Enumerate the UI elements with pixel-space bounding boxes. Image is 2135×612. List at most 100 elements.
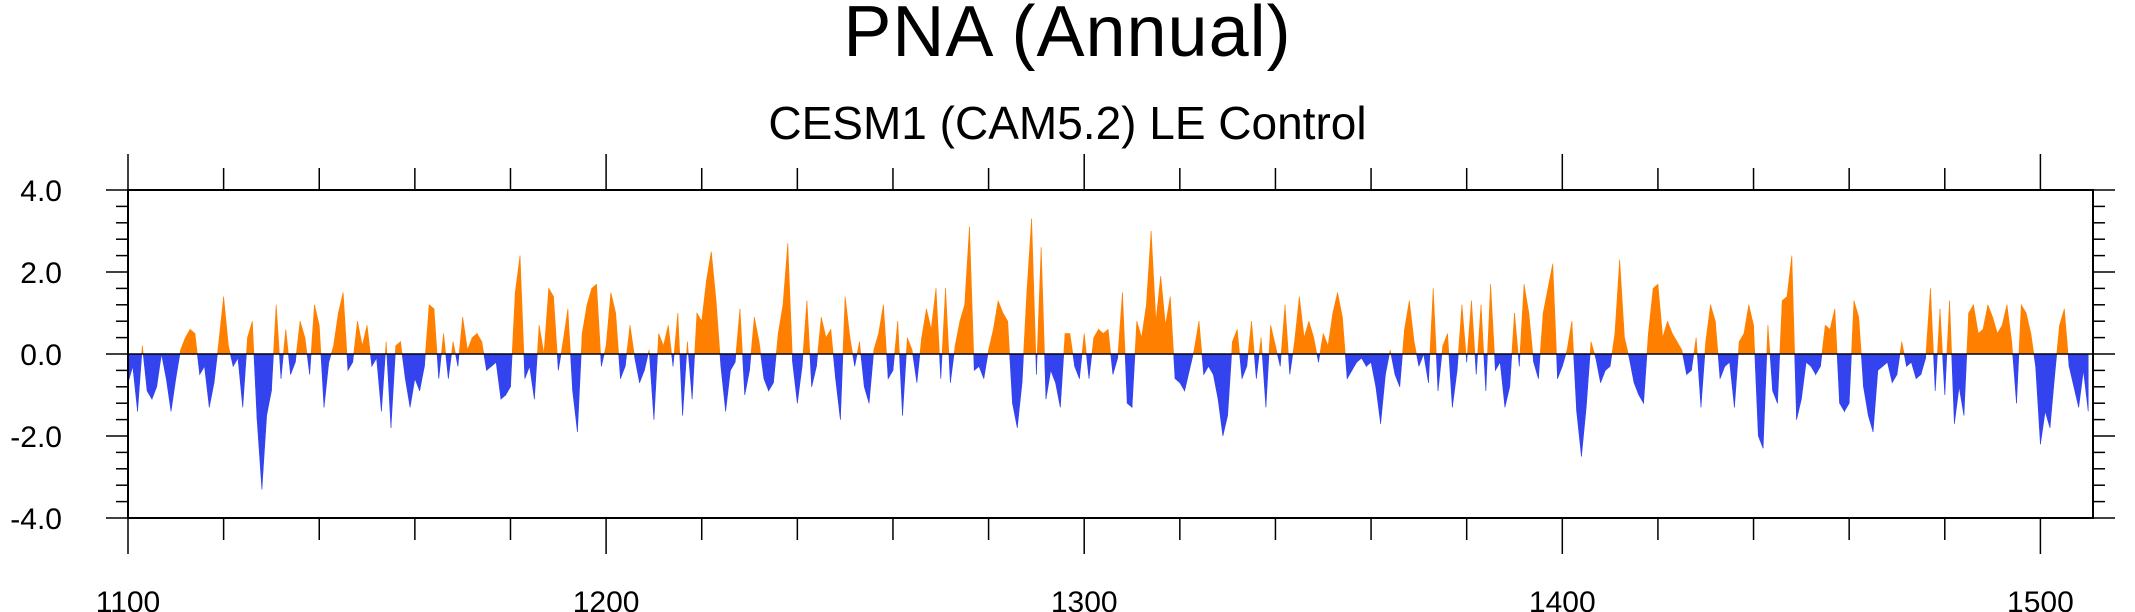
negative-area-segment <box>165 353 172 412</box>
positive-area-segment <box>1590 341 1595 355</box>
positive-area-segment <box>806 300 811 355</box>
negative-area-segment <box>1717 353 1721 379</box>
positive-area-segment <box>1528 312 1534 355</box>
negative-area-segment <box>1963 353 1968 416</box>
positive-area-segment <box>1997 324 2003 355</box>
negative-area-segment <box>601 353 605 367</box>
positive-area-segment <box>1251 321 1255 355</box>
negative-area-segment <box>1418 353 1425 367</box>
negative-area-segment <box>1700 353 1706 408</box>
positive-area-segment <box>615 312 619 355</box>
negative-area-segment <box>2049 353 2056 428</box>
positive-area-segment <box>1652 283 1659 355</box>
negative-area-segment <box>534 353 538 400</box>
negative-area-segment <box>352 353 354 363</box>
negative-area-segment <box>1877 353 1883 372</box>
positive-area-segment <box>856 341 860 355</box>
negative-area-segment <box>792 353 798 404</box>
negative-area-segment <box>1016 353 1023 428</box>
positive-area-segment <box>433 308 438 355</box>
positive-area-segment <box>1232 329 1238 355</box>
positive-area-segment <box>1083 333 1087 355</box>
negative-area-segment <box>1848 353 1852 404</box>
negative-area-segment <box>950 353 955 383</box>
positive-area-segment <box>586 288 593 355</box>
negative-area-segment <box>978 353 985 379</box>
positive-area-segment <box>754 317 760 355</box>
negative-area-segment <box>634 353 640 383</box>
negative-area-segment <box>1860 353 1864 387</box>
positive-area-segment <box>1122 292 1126 355</box>
negative-area-segment <box>1074 353 1080 379</box>
negative-area-segment <box>653 353 658 420</box>
negative-area-segment <box>280 353 284 379</box>
negative-area-segment <box>1265 353 1270 408</box>
positive-area-segment <box>2059 308 2065 355</box>
positive-area-segment <box>1781 295 1788 355</box>
negative-area-segment <box>1416 353 1420 367</box>
positive-area-segment <box>443 333 447 355</box>
positive-area-segment <box>1973 304 1979 355</box>
positive-area-segment <box>921 308 927 355</box>
negative-area-segment <box>1131 353 1136 408</box>
negative-area-segment <box>1279 353 1282 367</box>
negative-area-segment <box>940 353 943 379</box>
negative-area-segment <box>1954 353 1960 424</box>
negative-area-segment <box>916 353 921 383</box>
positive-area-segment <box>964 226 970 355</box>
positive-area-segment <box>696 311 703 355</box>
negative-area-segment <box>1605 353 1611 372</box>
negative-area-segment <box>414 353 420 392</box>
positive-area-segment <box>830 329 834 355</box>
positive-area-segment <box>1026 218 1032 355</box>
negative-area-segment <box>1466 353 1468 363</box>
negative-area-segment <box>1934 353 1938 391</box>
positive-area-segment <box>548 287 554 355</box>
negative-area-segment <box>1686 353 1692 376</box>
positive-area-segment <box>1322 333 1329 355</box>
positive-area-segment <box>1064 333 1071 355</box>
positive-area-segment <box>1155 276 1161 355</box>
positive-area-segment <box>610 292 616 355</box>
negative-area-segment <box>1724 353 1730 367</box>
negative-area-segment <box>763 353 769 392</box>
positive-area-segment <box>969 226 975 355</box>
negative-area-segment <box>1769 353 1773 391</box>
positive-area-segment <box>997 300 1004 355</box>
tick-label-layer: 4.0 2.0 0.0 -2.0 -4.0 1100 1200 1300 1400 1500 <box>10 175 2073 612</box>
negative-area-segment <box>161 353 167 379</box>
positive-area-segment <box>596 284 601 355</box>
negative-area-segment <box>725 353 731 412</box>
positive-area-segment <box>1829 308 1836 355</box>
positive-area-segment <box>930 288 937 355</box>
negative-area-segment <box>1437 353 1443 391</box>
positive-area-segment <box>802 300 808 355</box>
positive-area-segment <box>2018 304 2022 355</box>
negative-area-segment <box>2068 353 2075 387</box>
positive-area-segment <box>1342 317 1346 355</box>
negative-area-segment <box>320 353 325 408</box>
x-tick-label: 1500 <box>2007 586 2074 612</box>
negative-area-segment <box>524 353 530 379</box>
positive-area-segment <box>511 292 516 355</box>
positive-area-segment <box>945 288 950 355</box>
positive-area-segment <box>562 308 569 355</box>
positive-area-segment <box>1402 329 1405 355</box>
negative-area-segment <box>146 353 153 401</box>
negative-area-segment <box>744 353 750 396</box>
positive-area-segment <box>663 325 669 355</box>
negative-area-segment <box>1184 353 1190 391</box>
negative-area-segment <box>2016 353 2020 404</box>
negative-area-segment <box>199 353 205 376</box>
y-tick-label: -2.0 <box>10 421 62 454</box>
negative-area-segment <box>457 353 460 367</box>
negative-area-segment <box>1772 353 1778 404</box>
negative-area-segment <box>142 353 148 391</box>
negative-area-segment <box>1456 353 1459 371</box>
positive-area-segment <box>777 304 784 355</box>
negative-area-segment <box>132 353 138 412</box>
negative-area-segment <box>1538 353 1541 379</box>
positive-area-segment <box>428 304 435 355</box>
negative-area-segment <box>749 353 752 371</box>
